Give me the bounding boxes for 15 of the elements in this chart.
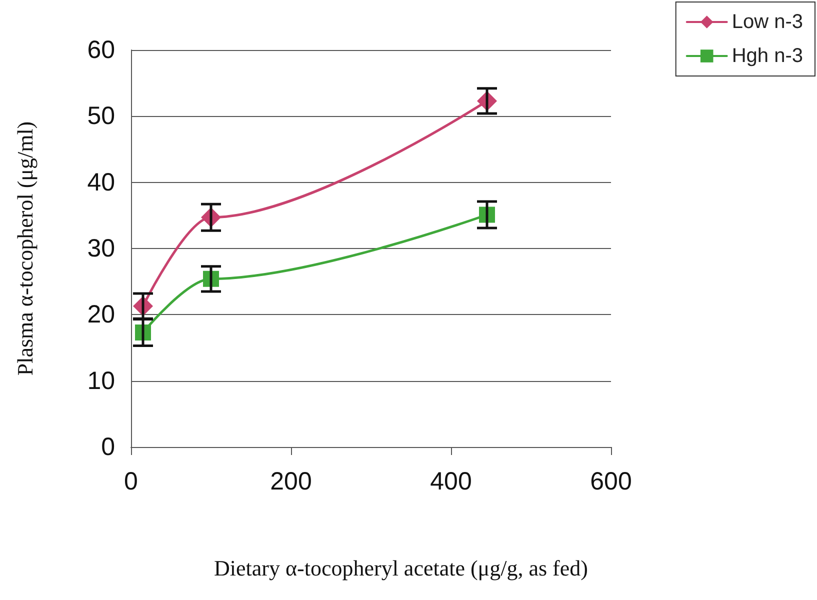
legend-label: Low n-3 (732, 11, 804, 33)
x-tick-label: 600 (590, 468, 632, 496)
y-tick-label: 10 (87, 366, 115, 395)
y-tick-label: 20 (87, 300, 115, 329)
y-tick-label: 50 (87, 102, 115, 130)
y-tick-label: 60 (87, 36, 115, 64)
y-axis-title: Plasma α-tocopherol (μg/ml) (12, 121, 38, 376)
y-tick-label: 40 (87, 168, 115, 196)
y-tick-label: 30 (87, 234, 115, 262)
x-tick-label: 0 (124, 468, 138, 496)
x-tick-label: 200 (270, 468, 312, 496)
x-tick-label: 400 (430, 468, 472, 496)
x-axis-title: Dietary α-tocopheryl acetate (μg/g, as fed) (214, 556, 588, 580)
legend-label: Hgh n-3 (732, 45, 804, 67)
y-tick-label: 0 (101, 433, 115, 461)
